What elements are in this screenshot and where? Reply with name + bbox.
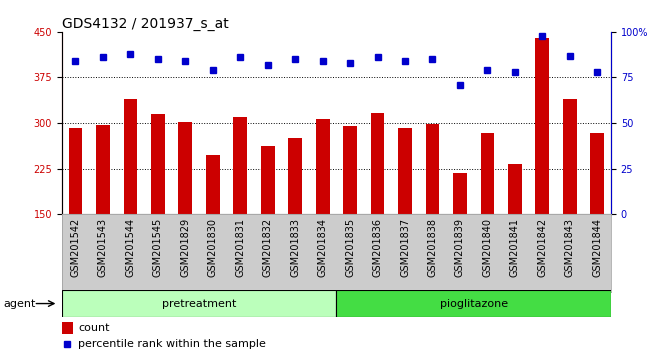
Text: GSM201542: GSM201542	[70, 218, 81, 277]
Text: pretreatment: pretreatment	[162, 298, 236, 309]
Bar	[426, 124, 439, 305]
Text: pioglitazone: pioglitazone	[439, 298, 508, 309]
Text: GDS4132 / 201937_s_at: GDS4132 / 201937_s_at	[62, 17, 229, 31]
Bar	[62, 290, 337, 317]
Bar	[151, 114, 164, 305]
Text: GSM201834: GSM201834	[318, 218, 328, 277]
Bar	[343, 126, 357, 305]
Bar	[590, 133, 604, 305]
Text: GSM201841: GSM201841	[510, 218, 520, 277]
Text: GSM201545: GSM201545	[153, 218, 163, 277]
Text: GSM201543: GSM201543	[98, 218, 108, 277]
Text: GSM201836: GSM201836	[372, 218, 383, 277]
Bar	[261, 146, 274, 305]
Bar	[316, 119, 330, 305]
Text: GSM201830: GSM201830	[208, 218, 218, 277]
Bar	[69, 129, 83, 305]
Bar	[480, 133, 494, 305]
Bar	[62, 322, 73, 334]
Bar	[398, 129, 412, 305]
Text: GSM201544: GSM201544	[125, 218, 135, 277]
Bar	[508, 164, 522, 305]
Text: GSM201832: GSM201832	[263, 218, 273, 277]
Bar	[370, 113, 384, 305]
Text: GSM201844: GSM201844	[592, 218, 603, 277]
Text: GSM201835: GSM201835	[345, 218, 355, 277]
Text: GSM201840: GSM201840	[482, 218, 493, 277]
Text: GSM201833: GSM201833	[290, 218, 300, 277]
Text: GSM201838: GSM201838	[428, 218, 437, 277]
Text: agent: agent	[3, 298, 36, 309]
Text: GSM201843: GSM201843	[565, 218, 575, 277]
Bar	[563, 99, 577, 305]
Bar	[206, 155, 220, 305]
Bar	[233, 117, 247, 305]
Text: GSM201839: GSM201839	[455, 218, 465, 277]
Text: GSM201831: GSM201831	[235, 218, 245, 277]
Text: count: count	[78, 323, 110, 333]
Text: GSM201842: GSM201842	[538, 218, 547, 277]
Bar	[96, 125, 110, 305]
Bar	[124, 99, 137, 305]
Text: percentile rank within the sample: percentile rank within the sample	[78, 339, 266, 349]
Text: GSM201837: GSM201837	[400, 218, 410, 277]
Bar	[536, 38, 549, 305]
Text: GSM201829: GSM201829	[180, 218, 190, 277]
Bar	[289, 138, 302, 305]
Bar	[179, 122, 192, 305]
Bar	[453, 173, 467, 305]
Bar	[337, 290, 611, 317]
